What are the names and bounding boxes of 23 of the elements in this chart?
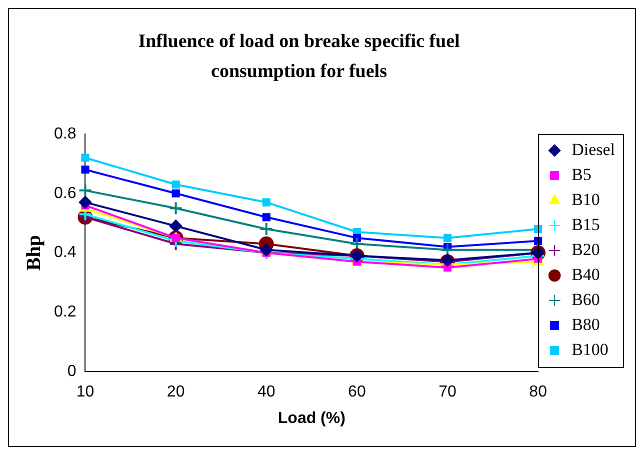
y-tick-label: 0.6 bbox=[54, 184, 76, 202]
legend-label: Diesel bbox=[572, 140, 616, 159]
y-tick-label: 0.2 bbox=[54, 304, 76, 321]
x-tick-label: 60 bbox=[348, 384, 366, 401]
x-tick-label: 10 bbox=[76, 384, 94, 401]
legend-label: B10 bbox=[572, 190, 600, 209]
x-axis-title: Load (%) bbox=[278, 410, 346, 427]
legend-label: B20 bbox=[572, 240, 600, 259]
y-axis-title: Bhp bbox=[23, 235, 46, 271]
x-tick-label: 80 bbox=[529, 384, 548, 401]
x-tick-label: 20 bbox=[166, 384, 185, 401]
legend-label: B60 bbox=[572, 290, 600, 309]
chart-title: Influence of load on breake specific fuel consumption for fuels bbox=[137, 30, 461, 84]
legend-label: B80 bbox=[572, 314, 600, 334]
y-tick-label: 0.8 bbox=[54, 125, 76, 142]
legend-label: B15 bbox=[572, 214, 600, 234]
legend-label: B100 bbox=[572, 340, 608, 359]
y-tick-label: 0 bbox=[67, 363, 76, 380]
legend-label: B40 bbox=[572, 264, 600, 284]
x-tick-label: 40 bbox=[257, 384, 276, 401]
y-tick-label: 0.4 bbox=[54, 244, 76, 262]
legend-label: B5 bbox=[572, 164, 592, 184]
x-tick-label: 70 bbox=[438, 384, 457, 401]
